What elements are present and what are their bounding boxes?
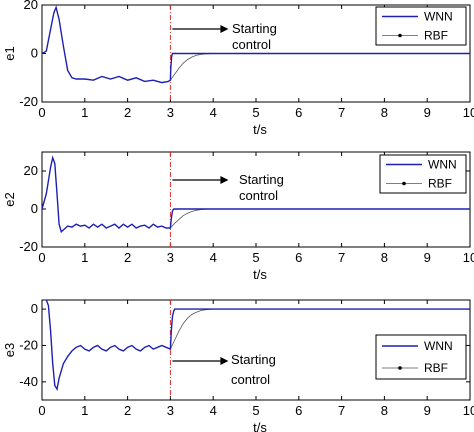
subplot-3: 0 1 2 3 4 5 6 7 8 9 10 0 -20 -40 t/s e3 Starting control W… xyxy=(2,299,474,432)
x-tick-label: 4 xyxy=(210,403,217,418)
x-tick-label: 10 xyxy=(463,105,474,120)
x-tick-label: 8 xyxy=(381,105,388,120)
series-line-wnn xyxy=(44,300,470,392)
legend-label-wnn: WNN xyxy=(424,339,453,353)
x-axis-title: t/s xyxy=(253,122,267,137)
legend-marker-rbf xyxy=(402,181,406,186)
y-tick-label: 20 xyxy=(24,0,38,12)
legend-marker-rbf xyxy=(398,33,402,38)
subplot-2: 0 1 2 3 4 5 6 7 8 9 10200-20t/se2StartingcontrolWN… xyxy=(2,151,474,282)
x-tick-label: 3 xyxy=(167,403,174,418)
legend-box xyxy=(379,154,467,194)
y-axis-title: e1 xyxy=(2,46,17,60)
y-axis-title: e2 xyxy=(2,192,17,206)
subplot-1: 0 1 2 3 4 5 6 7 8 9 10200-20t/se1StartingcontrolWN… xyxy=(2,0,474,137)
x-axis-title: t/s xyxy=(253,420,267,432)
x-tick-label: 8 xyxy=(381,403,388,418)
x-tick-label: 3 xyxy=(167,105,174,120)
x-tick-label: 0 xyxy=(38,403,45,418)
x-tick-label: 6 xyxy=(295,403,302,418)
x-tick-label: 5 xyxy=(252,105,259,120)
x-tick-label: 2 xyxy=(124,403,131,418)
x-tick-label: 1 xyxy=(81,250,88,265)
x-tick-label: 0 xyxy=(38,105,45,120)
y-tick-label: 0 xyxy=(31,301,38,316)
legend-label-rbf: RBF xyxy=(428,177,452,191)
y-tick-label: 20 xyxy=(24,163,38,178)
legend-label-wnn: WNN xyxy=(428,158,457,172)
x-tick-label: 5 xyxy=(252,250,259,265)
x-tick-label: 7 xyxy=(338,250,345,265)
x-axis-title: t/s xyxy=(253,267,267,282)
x-tick-label: 1 xyxy=(81,105,88,120)
annotation-text-line2: control xyxy=(232,37,271,52)
y-tick-label: 0 xyxy=(31,46,38,61)
annotation-text-line1: Starting xyxy=(231,352,276,367)
legend-label-wnn: WNN xyxy=(424,10,453,24)
x-tick-label: 5 xyxy=(252,403,259,418)
annotation-text-line1: Starting xyxy=(239,172,284,187)
legend-box xyxy=(375,334,467,380)
x-tick-label: 10 xyxy=(463,250,474,265)
x-tick-label: 9 xyxy=(424,250,431,265)
annotation-arrow-head xyxy=(220,357,229,365)
x-tick-label: 6 xyxy=(295,105,302,120)
legend-box xyxy=(375,6,467,46)
x-tick-label: 6 xyxy=(295,250,302,265)
x-tick-label: 3 xyxy=(167,250,174,265)
x-tick-label: 9 xyxy=(424,105,431,120)
annotation-text-line2: control xyxy=(231,372,270,387)
legend-label-rbf: RBF xyxy=(424,29,448,43)
annotation-arrow-head xyxy=(220,176,229,184)
x-tick-label: 7 xyxy=(338,403,345,418)
x-tick-label: 4 xyxy=(210,105,217,120)
annotation-text-line1: Starting xyxy=(232,21,277,36)
x-tick-label: 8 xyxy=(381,250,388,265)
annotation-text-line2: control xyxy=(239,188,278,203)
legend-label-rbf: RBF xyxy=(424,361,448,375)
y-tick-label: 0 xyxy=(31,201,38,216)
y-tick-label: -20 xyxy=(19,239,38,254)
y-axis-title: e3 xyxy=(2,343,17,357)
x-tick-label: 7 xyxy=(338,105,345,120)
series-line-wnn xyxy=(42,155,470,234)
legend-marker-rbf xyxy=(398,366,402,370)
x-tick-label: 10 xyxy=(463,403,474,418)
x-tick-label: 2 xyxy=(124,250,131,265)
series-line-wnn xyxy=(42,5,470,84)
x-tick-label: 9 xyxy=(424,403,431,418)
x-tick-label: 4 xyxy=(210,250,217,265)
y-tick-label: -20 xyxy=(19,94,38,109)
annotation-arrow-head xyxy=(220,25,229,33)
y-tick-label: -20 xyxy=(19,337,38,352)
x-tick-label: 2 xyxy=(124,105,131,120)
x-tick-label: 1 xyxy=(81,403,88,418)
y-tick-label: -40 xyxy=(19,374,38,389)
x-tick-label: 0 xyxy=(38,250,45,265)
